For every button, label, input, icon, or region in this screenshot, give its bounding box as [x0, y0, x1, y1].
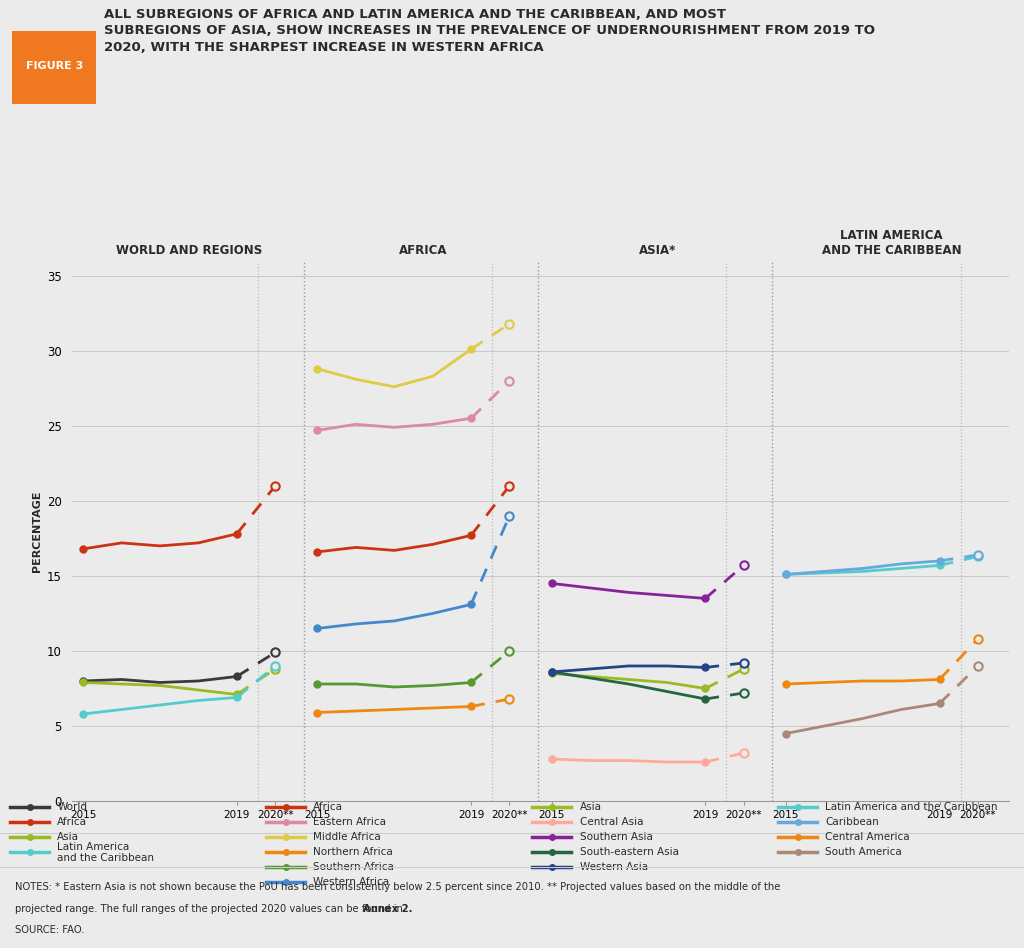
Text: World: World: [57, 802, 87, 812]
Text: SOURCE: FAO.: SOURCE: FAO.: [15, 925, 85, 936]
Text: Eastern Africa: Eastern Africa: [313, 817, 386, 828]
Text: Western Asia: Western Asia: [580, 863, 648, 872]
Text: NOTES: * Eastern Asia is not shown because the PoU has been consistently below 2: NOTES: * Eastern Asia is not shown becau…: [15, 882, 780, 892]
Title: LATIN AMERICA
AND THE CARIBBEAN: LATIN AMERICA AND THE CARIBBEAN: [821, 228, 962, 257]
Text: Africa: Africa: [57, 817, 87, 828]
Title: WORLD AND REGIONS: WORLD AND REGIONS: [116, 244, 262, 257]
Text: Annex 2.: Annex 2.: [362, 903, 413, 914]
FancyBboxPatch shape: [12, 31, 96, 104]
Text: ALL SUBREGIONS OF AFRICA AND LATIN AMERICA AND THE CARIBBEAN, AND MOST
SUBREGION: ALL SUBREGIONS OF AFRICA AND LATIN AMERI…: [104, 8, 876, 54]
Text: Southern Africa: Southern Africa: [313, 863, 394, 872]
Text: Latin America
and the Caribbean: Latin America and the Caribbean: [57, 842, 155, 864]
Text: Middle Africa: Middle Africa: [313, 832, 381, 843]
Text: Latin America and the Caribbean: Latin America and the Caribbean: [825, 802, 997, 812]
Title: AFRICA: AFRICA: [398, 244, 447, 257]
Text: projected range. The full ranges of the projected 2020 values can be found in: projected range. The full ranges of the …: [15, 903, 407, 914]
Text: Central America: Central America: [825, 832, 910, 843]
Text: Central Asia: Central Asia: [580, 817, 643, 828]
Text: Northern Africa: Northern Africa: [313, 848, 393, 857]
Y-axis label: PERCENTAGE: PERCENTAGE: [32, 490, 42, 572]
Text: Caribbean: Caribbean: [825, 817, 879, 828]
Title: ASIA*: ASIA*: [639, 244, 676, 257]
Text: FIGURE 3: FIGURE 3: [26, 62, 83, 71]
Text: South America: South America: [825, 848, 902, 857]
Text: South-eastern Asia: South-eastern Asia: [580, 848, 679, 857]
Text: Southern Asia: Southern Asia: [580, 832, 652, 843]
Text: Africa: Africa: [313, 802, 343, 812]
Text: Western Africa: Western Africa: [313, 878, 389, 887]
Text: Asia: Asia: [57, 832, 79, 843]
Text: Asia: Asia: [580, 802, 601, 812]
